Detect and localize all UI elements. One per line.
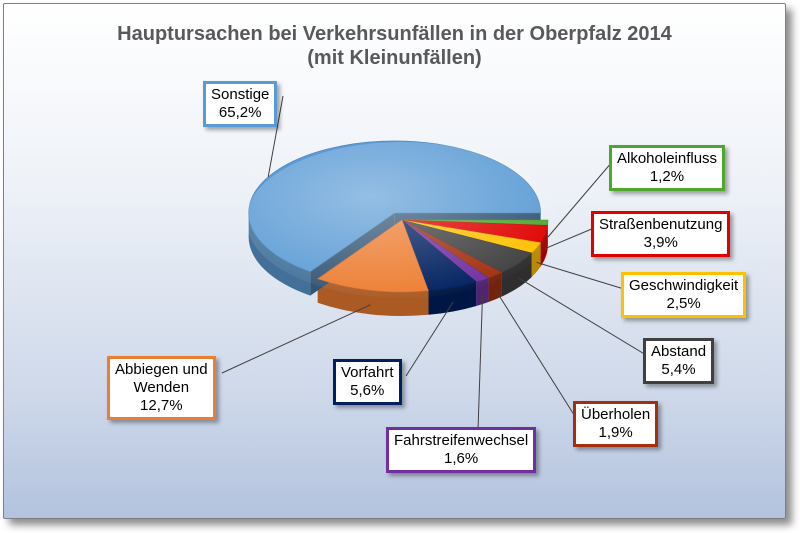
data-label-alkoholeinfluss: Alkoholeinfluss 1,2% xyxy=(609,145,726,191)
slice-name: Straßenbenutzung xyxy=(599,216,723,233)
slice-value: 5,6% xyxy=(350,382,385,399)
data-label-fahrstreifenwechsel: Fahrstreifenwechsel 1,6% xyxy=(386,427,537,473)
pie-highlight xyxy=(246,142,558,298)
data-label-stra-enbenutzung: Straßenbenutzung 3,9% xyxy=(591,211,731,257)
chart-title-block: Hauptursachen bei Verkehrsunfällen in de… xyxy=(3,22,786,70)
data-label-vorfahrt: Vorfahrt 5,6% xyxy=(333,359,402,405)
slice-value: 65,2% xyxy=(218,104,262,121)
pie-slices xyxy=(246,140,558,298)
slice-value: 1,6% xyxy=(444,450,479,467)
leader-line xyxy=(494,289,577,419)
leader-line xyxy=(544,227,595,250)
leader-line xyxy=(405,301,454,377)
slice-value: 12,7% xyxy=(140,397,183,414)
leader-lines xyxy=(221,95,647,431)
slice-value: 3,9% xyxy=(643,234,678,251)
slice-value: 5,4% xyxy=(661,361,696,378)
slice-value: 2,5% xyxy=(666,295,701,312)
slice-name: Abbiegen und Wenden xyxy=(115,361,208,396)
chart-subtitle: (mit Kleinunfällen) xyxy=(307,47,482,69)
slice-name: Abstand xyxy=(651,343,707,360)
chart-title: Hauptursachen bei Verkehrsunfällen in de… xyxy=(117,23,672,45)
data-label-abbiegen-und-wenden: Abbiegen und Wenden 12,7% xyxy=(107,356,216,420)
data-label-sonstige: Sonstige 65,2% xyxy=(203,81,278,127)
slice-name: Sonstige xyxy=(211,86,270,103)
data-label--berholen: Überholen 1,9% xyxy=(573,401,659,447)
slice-name: Geschwindigkeit xyxy=(629,277,739,294)
leader-line xyxy=(267,95,284,177)
leader-line xyxy=(221,304,371,374)
data-label-geschwindigkeit: Geschwindigkeit 2,5% xyxy=(621,272,747,318)
slice-name: Fahrstreifenwechsel xyxy=(394,432,529,449)
slice-value: 1,2% xyxy=(649,168,685,185)
leader-line xyxy=(536,261,625,290)
slice-name: Vorfahrt xyxy=(341,364,394,381)
slice-name: Überholen xyxy=(581,406,651,423)
slice-name: Alkoholeinfluss xyxy=(617,150,718,167)
leader-line xyxy=(477,294,484,431)
leader-line xyxy=(547,161,613,238)
leader-line xyxy=(518,277,647,356)
slice-value: 1,9% xyxy=(598,424,633,441)
data-label-abstand: Abstand 5,4% xyxy=(643,338,715,384)
